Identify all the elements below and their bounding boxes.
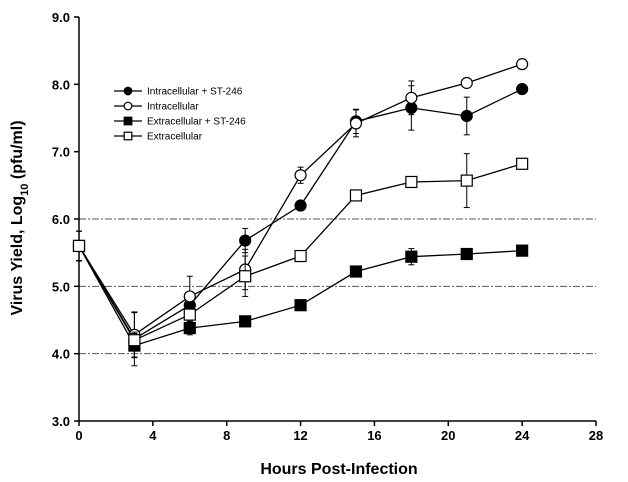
y-tick-label: 6.0: [52, 212, 70, 227]
data-point: [294, 199, 307, 212]
y-tick-label: 3.0: [52, 414, 70, 429]
legend-entry-1: Intracellular + ST-246: [114, 87, 243, 98]
legend-label: Intracellular: [147, 102, 199, 113]
x-tick-label: 24: [515, 428, 530, 443]
data-point: [405, 91, 418, 104]
grid-lines: [79, 218, 596, 355]
legend-entry-3: Extracellular + ST-246: [114, 117, 246, 128]
legend-marker: [123, 131, 133, 141]
series-1: [72, 82, 529, 367]
data-point: [516, 82, 529, 96]
data-point: [239, 315, 252, 328]
legend-entry-4: Extracellular: [114, 132, 203, 143]
data-point: [405, 250, 418, 263]
data-point: [460, 174, 473, 187]
data-point: [460, 76, 473, 90]
y-axis-title-main: Virus Yield, Log: [9, 196, 26, 316]
data-point: [72, 239, 86, 253]
legend-marker: [123, 116, 133, 126]
data-point: [128, 334, 141, 347]
data-point: [239, 270, 252, 283]
data-point: [349, 265, 363, 278]
y-axis-title-subscript: 10: [19, 184, 31, 196]
legend-marker: [123, 101, 133, 111]
x-tick-label: 28: [589, 428, 603, 443]
y-axis-title-unit: (pfu/ml): [9, 120, 26, 183]
y-tick-label: 4.0: [52, 347, 70, 362]
legend-label: Extracellular + ST-246: [147, 117, 246, 128]
data-point: [294, 299, 307, 312]
data-point: [239, 234, 252, 247]
x-tick-label: 4: [149, 428, 157, 443]
y-tick-label: 8.0: [52, 77, 70, 92]
data-point: [460, 109, 473, 123]
legend-marker: [123, 86, 133, 96]
data-series: [72, 58, 529, 367]
data-point: [183, 308, 196, 321]
y-tick-label: 5.0: [52, 279, 70, 294]
y-axis-title: Virus Yield, Log10 (pfu/ml): [9, 120, 31, 315]
data-point: [183, 290, 196, 303]
x-tick-label: 12: [293, 428, 307, 443]
data-point: [183, 321, 196, 335]
y-tick-label: 9.0: [52, 10, 70, 25]
legend-label: Intracellular + ST-246: [147, 87, 243, 98]
axes: 3.0 4.0 5.0 6.0 7.0 8.0 9.0 0 4 8 12 16 20 24 28: [52, 10, 603, 443]
y-tick-label: 7.0: [52, 145, 70, 160]
x-tick-label: 20: [441, 428, 455, 443]
x-tick-label: 16: [367, 428, 381, 443]
data-point: [516, 244, 529, 257]
data-point: [405, 175, 418, 189]
legend-entry-2: Intracellular: [114, 102, 199, 113]
data-point: [516, 58, 529, 71]
data-point: [294, 249, 307, 263]
legend-label: Extracellular: [147, 132, 203, 143]
data-point: [349, 117, 363, 130]
data-point: [349, 189, 363, 202]
data-point: [460, 247, 473, 261]
data-point: [516, 157, 529, 170]
series-4: [72, 153, 529, 349]
data-point: [294, 169, 307, 182]
x-tick-label: 8: [223, 428, 230, 443]
x-axis-title: Hours Post-Infection: [260, 461, 417, 478]
x-tick-label: 0: [75, 428, 82, 443]
legend: Intracellular + ST-246 Intracellular Extra…: [114, 87, 246, 143]
